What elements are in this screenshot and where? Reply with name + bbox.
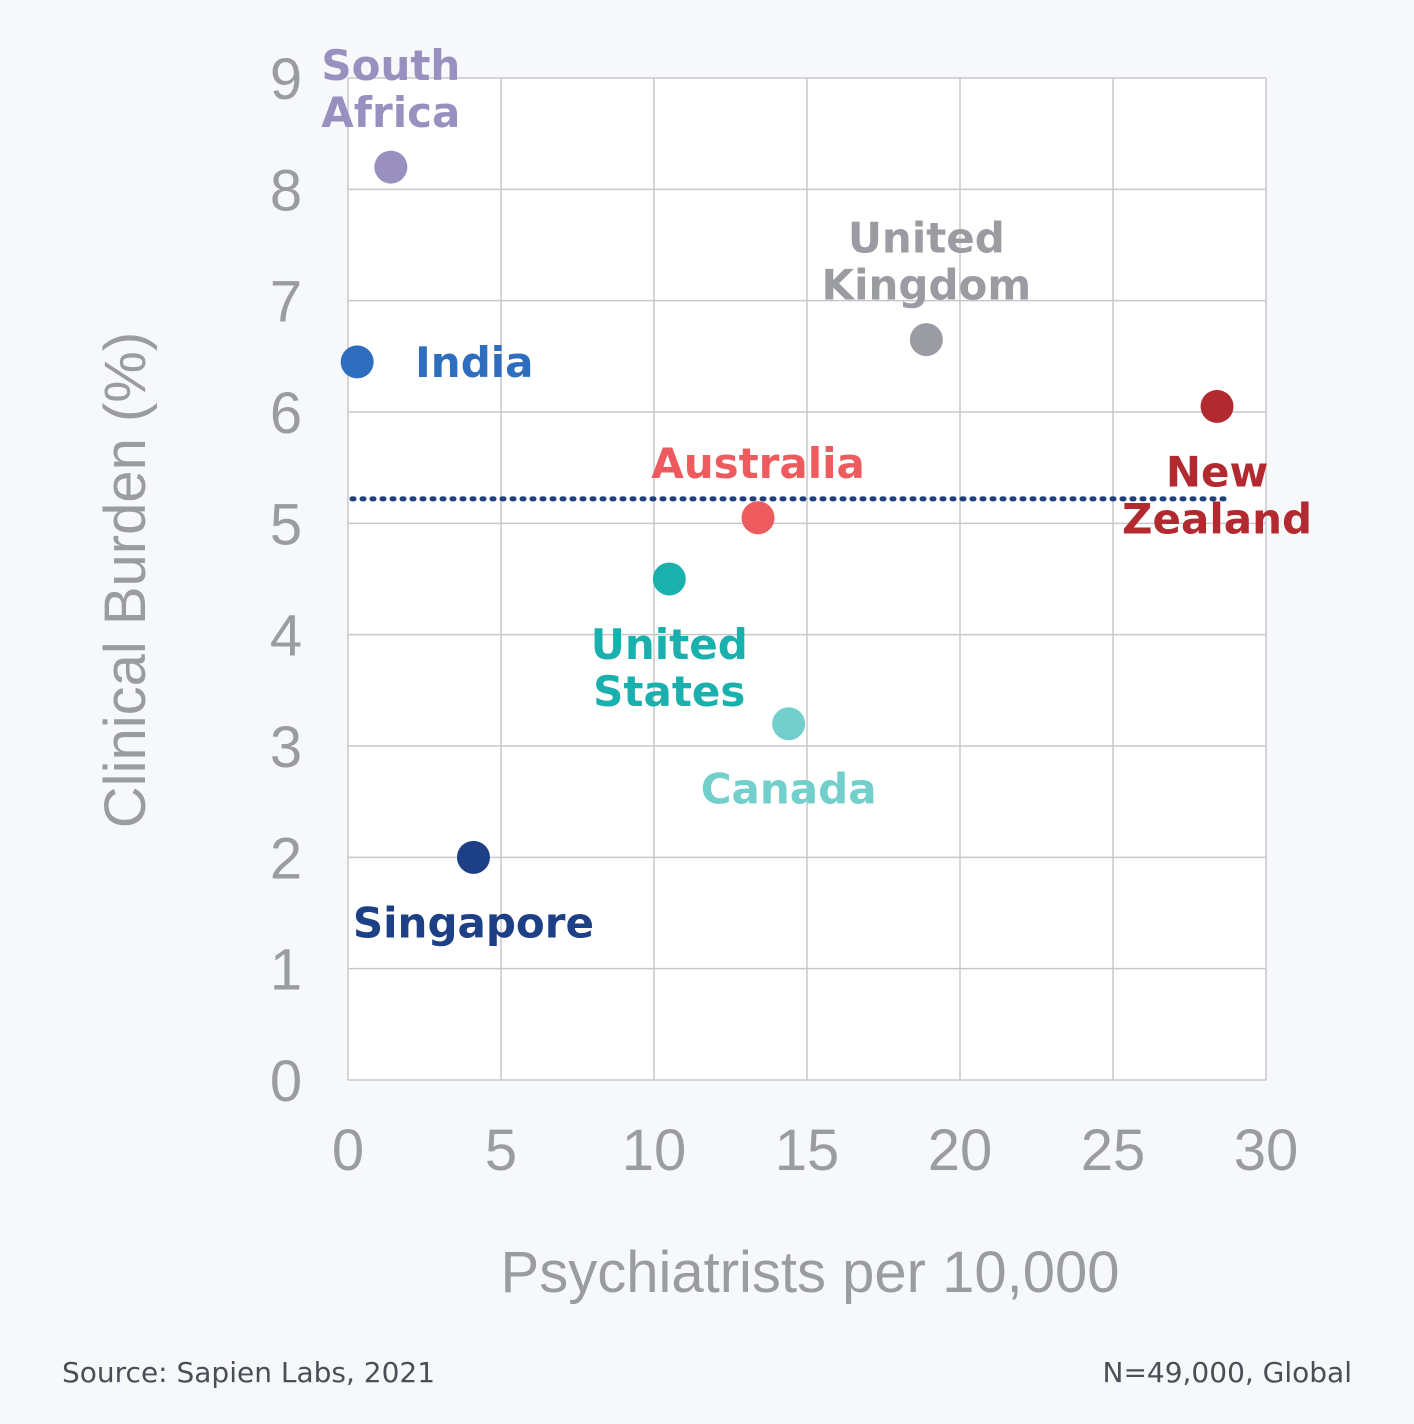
x-axis-label: Psychiatrists per 10,000 xyxy=(501,1240,1120,1305)
x-tick-label-2: 10 xyxy=(622,1118,687,1183)
point-label-line: Kingdom xyxy=(822,261,1032,310)
point-label-singapore: Singapore xyxy=(353,898,594,947)
point-singapore xyxy=(456,840,490,874)
point-united-kingdom xyxy=(909,323,943,357)
point-label-line: Australia xyxy=(651,439,865,488)
point-australia xyxy=(741,501,775,535)
y-tick-label-3: 3 xyxy=(270,715,302,780)
point-label-united-states: United States xyxy=(591,620,748,716)
point-label-line: United xyxy=(848,214,1005,263)
x-tick-label-0: 0 xyxy=(332,1118,364,1183)
point-label-india: India xyxy=(415,338,533,387)
x-tick-label-5: 25 xyxy=(1081,1118,1146,1183)
scatter-chart: 0 5 10 15 20 25 30 0 1 2 3 4 5 6 7 8 9 Psychiatrists per … xyxy=(93,41,1312,1305)
point-label-line: New xyxy=(1166,447,1268,496)
point-label-line: Singapore xyxy=(353,898,594,947)
point-label-line: Africa xyxy=(321,88,460,137)
x-tick-label-6: 30 xyxy=(1234,1118,1299,1183)
point-label-line: States xyxy=(593,667,745,716)
point-label-line: United xyxy=(591,620,748,669)
y-axis-label: Clinical Burden (%) xyxy=(93,332,158,828)
x-tick-label-3: 15 xyxy=(775,1118,840,1183)
y-tick-label-4: 4 xyxy=(270,604,302,669)
point-label-united-kingdom: United Kingdom xyxy=(822,214,1032,310)
y-tick-label-2: 2 xyxy=(270,826,302,891)
x-tick-label-1: 5 xyxy=(485,1118,517,1183)
point-new-zealand xyxy=(1200,389,1234,423)
y-tick-label-5: 5 xyxy=(270,492,302,557)
point-label-canada: Canada xyxy=(701,765,877,814)
y-tick-label-9: 9 xyxy=(270,47,302,112)
point-india xyxy=(340,345,374,379)
sample-note: N=49,000, Global xyxy=(1102,1356,1353,1389)
point-label-line: South xyxy=(321,41,460,90)
point-united-states xyxy=(652,562,686,596)
point-canada xyxy=(772,707,806,741)
point-south-africa xyxy=(374,150,408,184)
point-label-line: India xyxy=(415,338,533,387)
y-tick-label-1: 1 xyxy=(270,938,302,1003)
y-tick-label-7: 7 xyxy=(270,270,302,335)
y-tick-label-8: 8 xyxy=(270,158,302,223)
x-tick-label-4: 20 xyxy=(928,1118,993,1183)
y-tick-label-0: 0 xyxy=(270,1049,302,1114)
point-label-line: Canada xyxy=(701,765,877,814)
y-tick-label-6: 6 xyxy=(270,381,302,446)
source-note: Source: Sapien Labs, 2021 xyxy=(62,1356,436,1389)
point-label-line: Zealand xyxy=(1122,494,1312,543)
point-label-south-africa: South Africa xyxy=(321,41,460,137)
point-label-new-zealand: New Zealand xyxy=(1122,447,1312,543)
point-label-australia: Australia xyxy=(651,439,865,488)
